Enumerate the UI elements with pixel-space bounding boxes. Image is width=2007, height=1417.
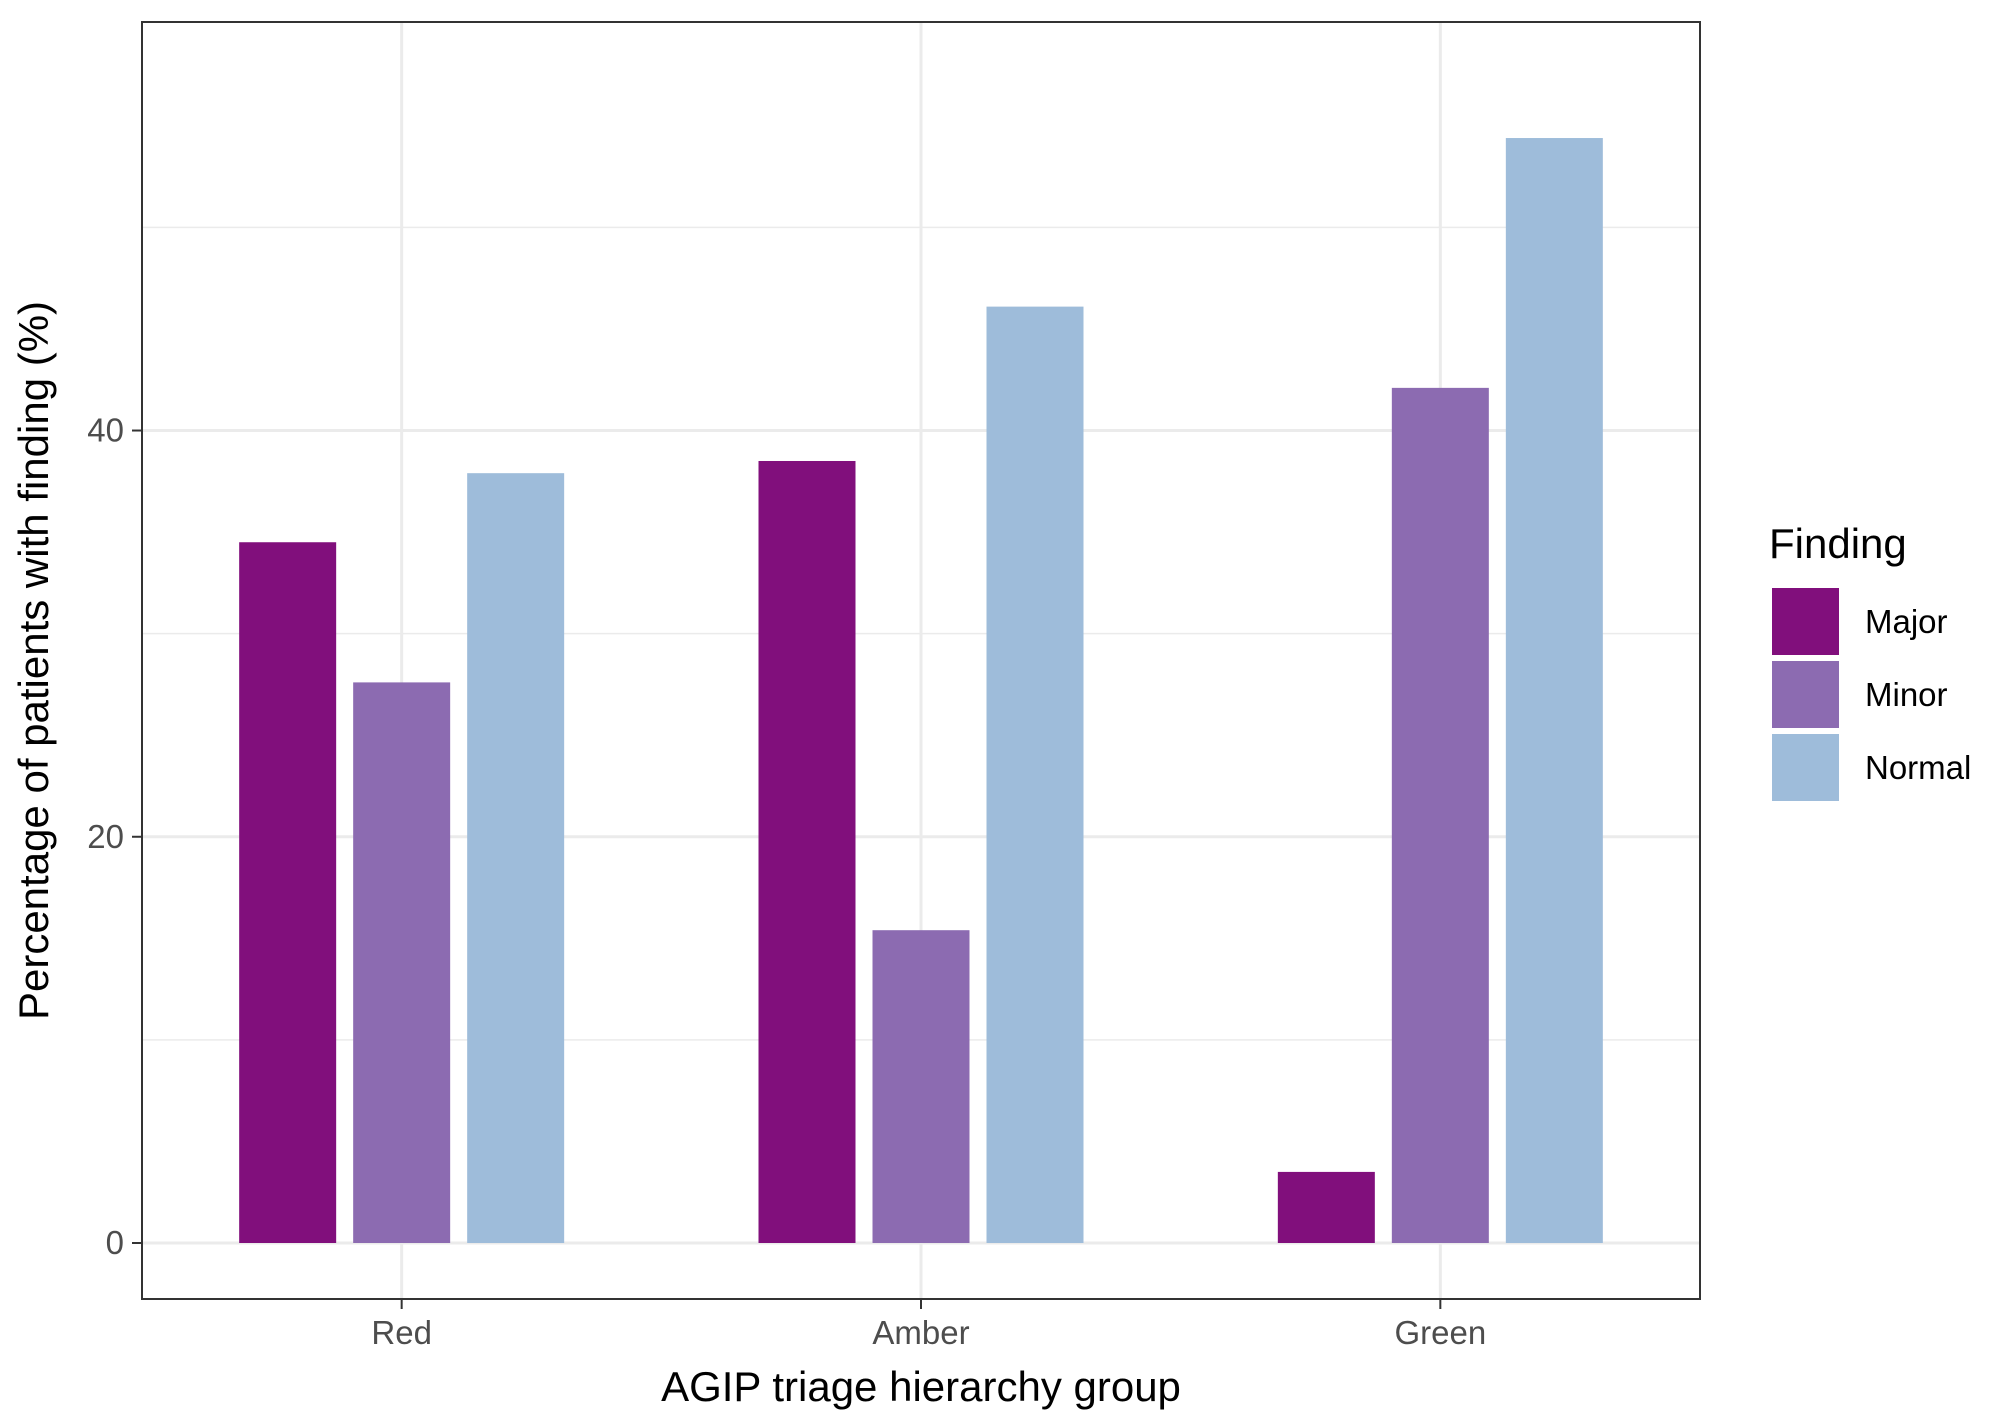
bar-red-major — [239, 542, 337, 1243]
legend-key-normal — [1772, 734, 1839, 801]
bars — [239, 138, 1603, 1244]
bar-green-normal — [1505, 138, 1603, 1244]
bar-green-major — [1277, 1171, 1375, 1243]
legend-label-normal: Normal — [1865, 749, 1971, 786]
legend-key-minor — [1772, 661, 1839, 728]
bar-red-normal — [467, 473, 565, 1244]
bar-green-minor — [1391, 387, 1489, 1243]
legend-label-minor: Minor — [1865, 676, 1948, 713]
x-tick-label: Red — [371, 1314, 432, 1351]
legend-label-major: Major — [1865, 603, 1948, 640]
x-axis-title: AGIP triage hierarchy group — [661, 1363, 1181, 1410]
y-tick-label: 40 — [87, 412, 124, 449]
x-tick-label: Amber — [872, 1314, 969, 1351]
bar-amber-normal — [986, 306, 1084, 1243]
legend: Finding Major Minor Normal — [1769, 520, 1971, 801]
legend-title: Finding — [1769, 520, 1907, 567]
bar-amber-major — [758, 460, 856, 1243]
bar-red-minor — [353, 682, 451, 1243]
y-tick-label: 0 — [106, 1224, 124, 1261]
axes: 0 20 40 Red Amber Green — [87, 412, 1486, 1351]
legend-key-major — [1772, 588, 1839, 655]
x-tick-label: Green — [1394, 1314, 1486, 1351]
y-tick-label: 20 — [87, 818, 124, 855]
bar-amber-minor — [872, 930, 970, 1243]
y-axis-title: Percentage of patients with finding (%) — [10, 301, 57, 1020]
